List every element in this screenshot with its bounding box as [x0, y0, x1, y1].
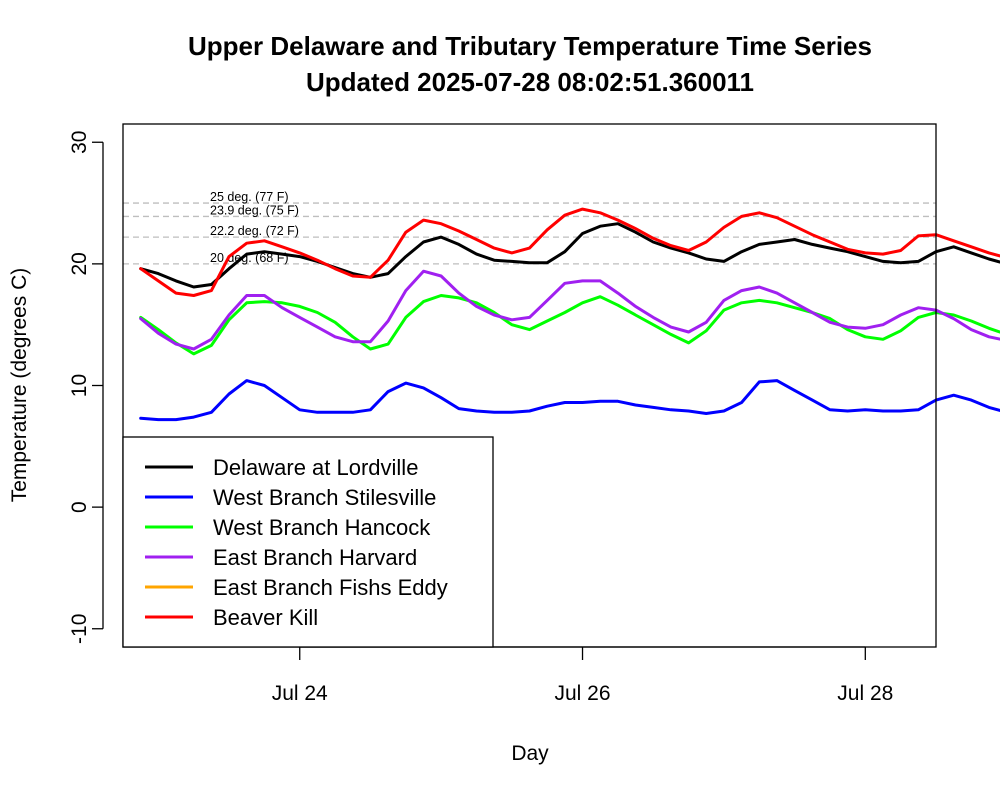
y-tick-label: 30: [68, 131, 91, 154]
series-line-delaware-at-lordville: [139, 222, 1000, 289]
legend-box: [122, 436, 494, 648]
y-tick-label: 20: [68, 252, 91, 275]
y-tick-label: 0: [68, 501, 91, 513]
reference-lines: 25 deg. (77 F)23.9 deg. (75 F) 22.2 deg. …: [123, 190, 936, 265]
series-line-west-branch-hancock: [139, 294, 1000, 356]
series-lines: [139, 207, 1000, 422]
x-axis-label: Day: [511, 742, 549, 765]
x-tick-label: Jul 24: [272, 682, 328, 705]
y-axis-label: Temperature (degrees C): [8, 268, 31, 503]
legend-label-west-branch-stilesville: West Branch Stilesville: [213, 485, 436, 510]
legend-label-delaware-at-lordville: Delaware at Lordville: [213, 455, 418, 480]
legend-label-west-branch-hancock: West Branch Hancock: [213, 515, 431, 540]
y-axis: -10 0 10 20 30: [68, 131, 104, 644]
legend-label-east-branch-fishs-eddy: East Branch Fishs Eddy: [213, 575, 448, 600]
legend: Delaware at Lordville West Branch Stilesv…: [122, 436, 494, 648]
series-line-beaver-kill: [139, 207, 1000, 297]
series-line-east-branch-harvard: [139, 269, 1000, 351]
chart-title: Upper Delaware and Tributary Temperature…: [188, 31, 872, 61]
y-tick-label: -10: [68, 614, 91, 644]
x-tick-label: Jul 28: [837, 682, 893, 705]
legend-label-east-branch-harvard: East Branch Harvard: [213, 545, 417, 570]
reference-line-label: 25 deg. (77 F): [210, 190, 289, 204]
reference-line-label: 22.2 deg. (72 F): [210, 224, 299, 238]
chart-subtitle: Updated 2025-07-28 08:02:51.360011: [306, 67, 754, 97]
reference-line-label: 23.9 deg. (75 F): [210, 203, 299, 217]
x-tick-label: Jul 26: [554, 682, 610, 705]
series-line-west-branch-stilesville: [139, 379, 1000, 422]
legend-label-beaver-kill: Beaver Kill: [213, 605, 318, 630]
x-axis: Jul 24 Jul 26 Jul 28: [272, 646, 893, 705]
y-tick-label: 10: [68, 374, 91, 397]
